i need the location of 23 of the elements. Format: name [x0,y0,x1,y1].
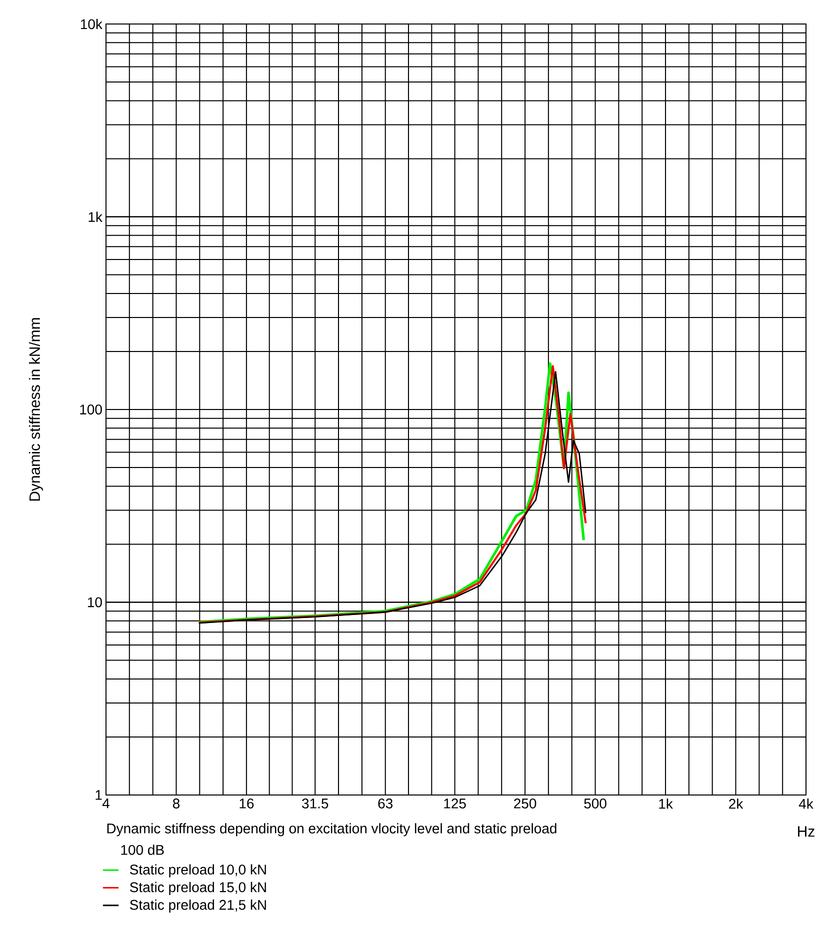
y-tick-label: 10 [88,597,102,608]
text: 100 dB [121,844,164,855]
text: Dynamic stiffness depending on excitation vlocity level and static preload [107,823,556,836]
y-tick-label: 10k [80,18,102,30]
x-axis-title: Hz [798,826,814,837]
x-tick-label: 31.5 [302,798,328,808]
y-tick-label: 1 [96,790,102,800]
x-tick-label: 63 [378,798,393,808]
x-tick-label: 1k [659,798,673,809]
y-tick-label: 1k [88,212,102,222]
x-tick-label: 16 [240,798,254,808]
x-tick-label: 500 [584,798,606,808]
x-tick-label: 2k [729,798,744,809]
x-tick-label: 4 [102,798,110,808]
x-tick-label: 8 [172,798,180,808]
x-tick-label: 250 [514,798,536,808]
y-axis-title: Dynamic stiffness in kN/mm [28,318,43,501]
legend-label: Static preload 21,5 kN [130,900,266,913]
x-tick-label: 125 [444,798,466,808]
legend-label: Static preload 15,0 kN [130,882,266,895]
y-tick-label: 100 [80,404,102,414]
x-tick-label: 4k [798,798,814,809]
legend-label: Static preload 10,0 kN [130,864,266,878]
